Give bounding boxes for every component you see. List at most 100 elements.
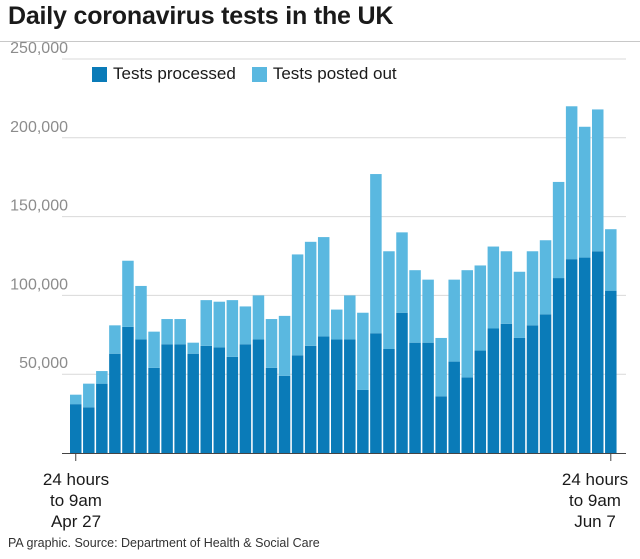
bar-tests-processed [357, 389, 369, 453]
bar-tests-processed [565, 259, 578, 453]
legend-label-posted: Tests posted out [272, 64, 397, 83]
bar-tests-processed [226, 356, 239, 453]
bar-tests-processed [539, 314, 552, 453]
bar-tests-processed [396, 312, 408, 453]
bar-tests-posted-out [226, 300, 239, 357]
legend-swatch-processed [92, 66, 107, 82]
bar-tests-posted-out [213, 301, 226, 348]
bar-tests-processed [109, 353, 121, 453]
bar-tests-posted-out [578, 126, 591, 258]
bar-tests-processed [500, 323, 513, 453]
bar-tests-processed [605, 290, 617, 453]
bar-tests-posted-out [148, 331, 160, 368]
bar-tests-processed [213, 347, 226, 453]
bar-tests-posted-out [331, 309, 343, 340]
bar-tests-posted-out [552, 181, 565, 279]
bar-tests-posted-out [161, 319, 173, 345]
bars [70, 106, 617, 453]
bar-tests-processed [513, 337, 526, 453]
bar-tests-processed [252, 339, 265, 453]
bar-tests-processed [331, 339, 343, 453]
bar-tests-posted-out [200, 300, 212, 346]
bar-tests-posted-out [487, 246, 500, 329]
x-end-label-line-1: 24 hours [561, 470, 629, 489]
bar-tests-processed [161, 344, 173, 453]
bar-tests-processed [135, 339, 147, 453]
bar-tests-processed [70, 404, 82, 453]
bar-tests-posted-out [252, 295, 265, 340]
bar-tests-posted-out [135, 285, 147, 340]
legend-label-processed: Tests processed [113, 64, 236, 83]
y-tick-label: 250,000 [10, 40, 68, 57]
bar-tests-posted-out [357, 312, 369, 390]
bar-tests-posted-out [605, 229, 617, 291]
bar-tests-processed [409, 342, 421, 453]
y-tick-label: 100,000 [10, 276, 68, 293]
bar-tests-posted-out [448, 279, 460, 362]
bar-tests-processed [578, 257, 591, 453]
bar-tests-processed [187, 353, 199, 453]
bar-tests-processed [370, 333, 382, 453]
bar-tests-posted-out [435, 337, 447, 397]
x-start-label-line-1: 24 hours [42, 470, 110, 489]
source-note: PA graphic. Source: Department of Health… [8, 536, 320, 550]
bar-tests-processed [487, 328, 500, 453]
bar-tests-posted-out [396, 232, 408, 313]
bar-tests-posted-out [96, 371, 108, 384]
bar-tests-posted-out [461, 270, 473, 378]
bar-tests-processed [474, 350, 487, 453]
bar-tests-processed [96, 383, 108, 453]
bar-tests-posted-out [291, 254, 304, 356]
y-tick-label: 200,000 [10, 119, 68, 136]
bar-tests-posted-out [539, 240, 552, 315]
bar-tests-processed [552, 278, 565, 453]
bar-tests-posted-out [383, 251, 395, 349]
bar-tests-posted-out [526, 251, 539, 326]
bar-tests-processed [239, 344, 252, 453]
bar-tests-processed [122, 326, 134, 453]
bar-tests-processed [265, 367, 278, 453]
bar-tests-processed [344, 339, 356, 453]
bar-tests-posted-out [317, 237, 330, 337]
legend-item-posted: Tests posted out [251, 64, 397, 84]
chart-title: Daily coronavirus tests in the UK [8, 2, 394, 30]
x-start-label-line-2: to 9am [50, 491, 102, 510]
bar-tests-processed [317, 336, 330, 453]
bar-tests-processed [278, 375, 291, 453]
x-start-label: 24 hours to 9am Apr 27 [31, 469, 121, 532]
bar-tests-posted-out [422, 279, 434, 343]
x-end-label-line-2: to 9am [569, 491, 621, 510]
y-tick-label: 50,000 [19, 355, 68, 372]
bar-tests-posted-out [265, 319, 278, 368]
bar-tests-posted-out [174, 319, 186, 345]
bar-tests-processed [422, 342, 434, 453]
x-axis [62, 453, 626, 461]
bar-tests-processed [83, 407, 95, 453]
bar-tests-processed [304, 345, 317, 453]
title-divider [0, 41, 640, 42]
bar-tests-posted-out [513, 271, 526, 338]
bar-tests-posted-out [409, 270, 421, 343]
bar-tests-posted-out [239, 306, 252, 345]
bar-tests-processed [592, 251, 604, 453]
bar-tests-processed [461, 377, 473, 453]
y-axis-tick-labels: 50,000 100,000 150,000 200,000 250,000 [10, 40, 68, 372]
legend-item-processed: Tests processed [92, 64, 236, 84]
bar-tests-posted-out [187, 342, 199, 354]
bar-tests-posted-out [565, 106, 578, 260]
bar-tests-posted-out [500, 251, 513, 324]
bar-tests-processed [448, 361, 460, 453]
bar-tests-processed [383, 348, 395, 453]
bar-tests-posted-out [109, 325, 121, 354]
bar-tests-posted-out [370, 174, 382, 334]
bar-tests-processed [174, 344, 186, 453]
bar-tests-posted-out [122, 260, 134, 327]
bar-tests-processed [148, 367, 160, 453]
bar-tests-posted-out [304, 241, 317, 346]
bar-tests-posted-out [70, 394, 82, 405]
bar-tests-processed [526, 325, 539, 453]
legend: Tests processed Tests posted out [92, 64, 413, 84]
bar-tests-posted-out [592, 109, 604, 252]
y-tick-label: 150,000 [10, 198, 68, 215]
